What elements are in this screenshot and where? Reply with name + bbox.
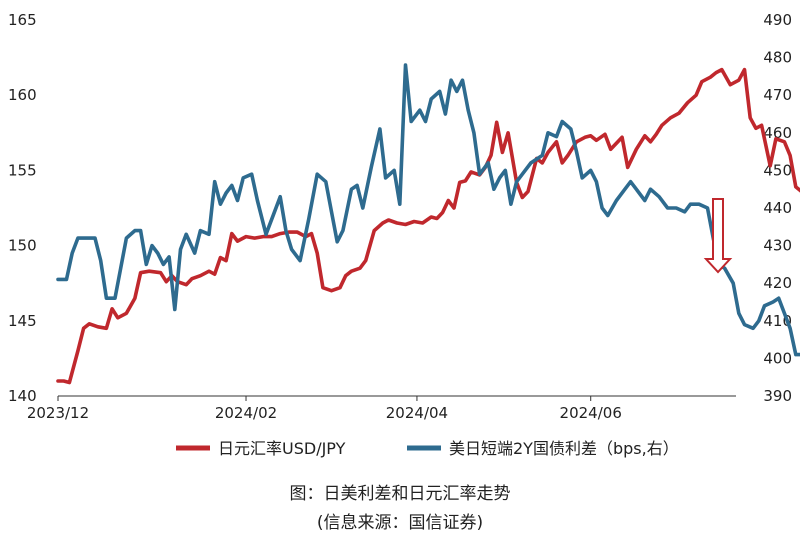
y-left-tick-label: 155 [8,161,37,179]
legend: 日元汇率USD/JPY 美日短端2Y国债利差（bps,右） [176,439,679,458]
y-right-tick-label: 460 [763,124,792,142]
y-left-tick-label: 160 [8,86,37,104]
y-right-tick-label: 480 [763,49,792,67]
figure-source: (信息来源：国信证券) [316,513,484,533]
legend-label-spread: 美日短端2Y国债利差（bps,右） [449,439,679,458]
axes: 1401451501551601653904004104204304404504… [8,11,792,422]
series-line-spread [56,63,800,357]
x-tick-label: 2024/02 [215,404,277,422]
series-group [56,63,800,385]
y-left-tick-label: 140 [8,387,37,405]
figure-caption: 图：日美利差和日元汇率走势 [289,484,511,504]
y-left-tick-label: 145 [8,312,37,330]
y-left-tick-label: 150 [8,237,37,255]
x-tick-label: 2024/06 [560,404,622,422]
y-right-tick-label: 470 [763,86,792,104]
y-right-tick-label: 400 [763,349,792,367]
y-right-tick-label: 390 [763,387,792,405]
series-line-usdjpy [56,67,800,385]
y-right-tick-label: 450 [763,161,792,179]
down-arrow-icon [703,198,733,274]
y-left-tick-label: 165 [8,11,37,29]
y-right-tick-label: 440 [763,199,792,217]
y-right-tick-label: 420 [763,274,792,292]
x-tick-label: 2024/04 [386,404,448,422]
y-right-tick-label: 490 [763,11,792,29]
annotation [703,198,733,274]
x-tick-label: 2023/12 [27,404,89,422]
y-right-tick-label: 430 [763,237,792,255]
legend-label-usdjpy: 日元汇率USD/JPY [218,439,346,458]
